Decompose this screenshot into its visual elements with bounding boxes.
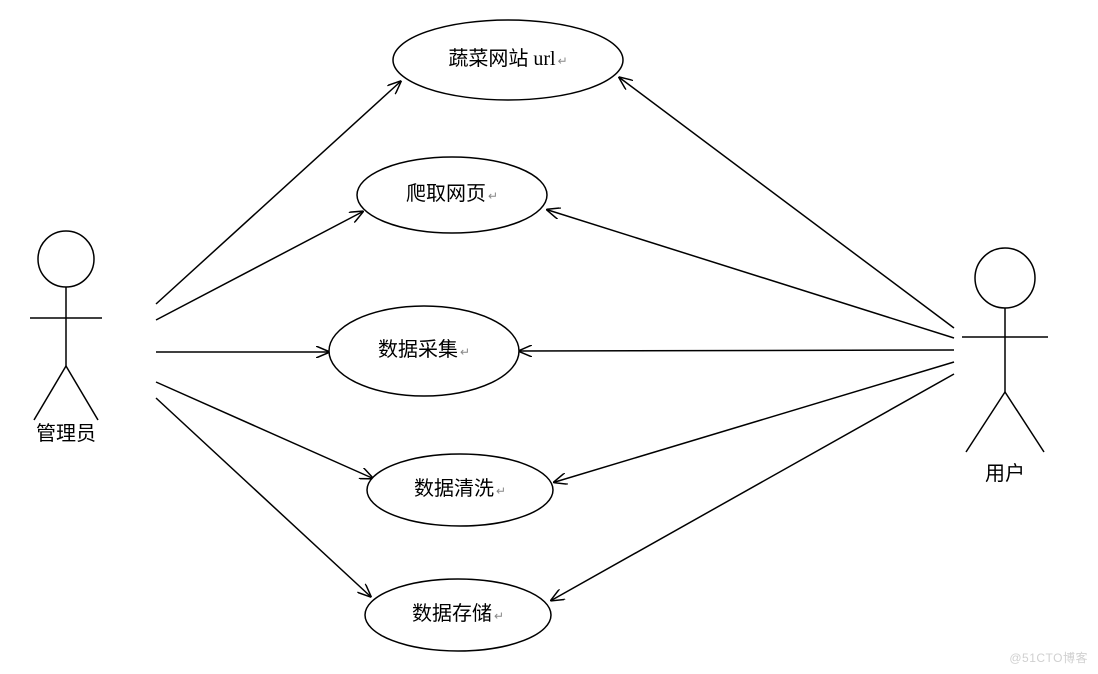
edge-admin-uc4 [156,382,372,478]
watermark: @51CTO博客 [1009,649,1088,666]
edge-admin-uc5 [156,398,370,596]
edge-user-uc1 [620,78,954,328]
actor-layer: 管理员用户 [30,231,1048,485]
usecase-uc4: 数据清洗↵ [367,454,553,526]
usecase-uc5: 数据存储↵ [365,579,551,651]
actor-admin-label: 管理员 [36,422,96,445]
usecase-uc3: 数据采集↵ [329,306,519,396]
edge-user-uc2 [548,210,954,338]
usecase-uc3-label: 数据采集↵ [378,338,470,361]
usecase-uc1: 蔬菜网站 url↵ [393,20,623,100]
usecase-uc1-label: 蔬菜网站 url↵ [448,47,567,70]
usecase-layer: 蔬菜网站 url↵ 爬取网页↵ 数据采集↵ 数据清洗↵ 数据存储↵ [329,20,623,651]
edge-user-uc4 [555,362,954,482]
edge-user-uc3 [520,350,954,351]
edge-admin-uc2 [156,212,362,320]
actor-admin: 管理员 [30,231,102,445]
usecase-uc2: 爬取网页↵ [357,157,547,233]
edges-layer [156,78,954,600]
actor-user: 用户 [962,248,1048,485]
actor-user-label: 用户 [985,462,1025,485]
usecase-uc5-label: 数据存储↵ [412,602,504,625]
usecase-uc2-label: 爬取网页↵ [406,182,498,205]
edge-user-uc5 [552,374,954,600]
use-case-diagram: 蔬菜网站 url↵ 爬取网页↵ 数据采集↵ 数据清洗↵ 数据存储↵ 管理员用户 [0,0,1098,674]
usecase-uc4-label: 数据清洗↵ [414,477,506,500]
